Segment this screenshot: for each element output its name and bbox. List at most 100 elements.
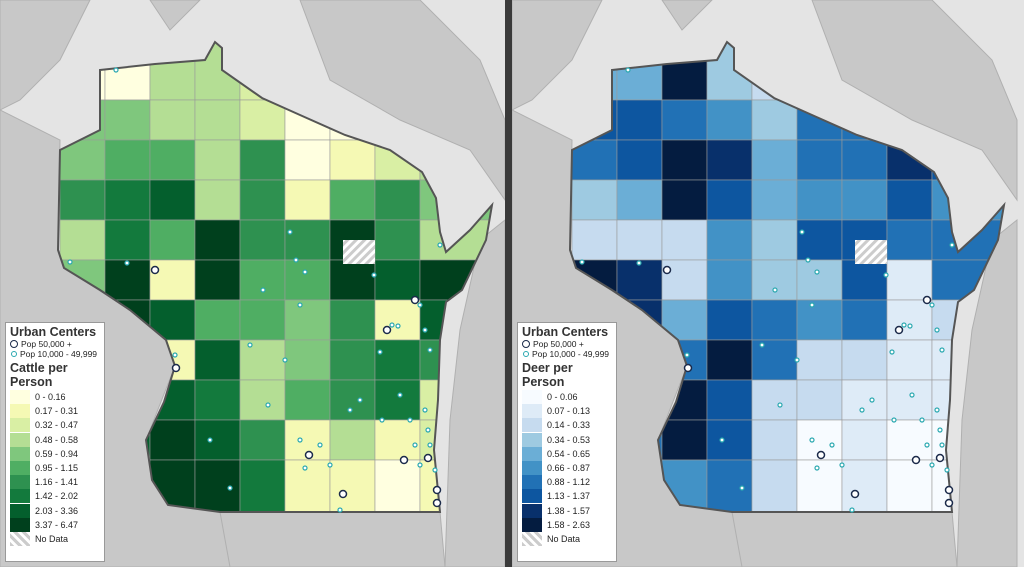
county <box>329 139 376 181</box>
legend-class: 0.14 - 0.33 <box>522 418 612 433</box>
county <box>194 259 241 301</box>
small-city-marker <box>901 322 907 328</box>
small-city-marker <box>417 302 423 308</box>
legend-swatch <box>10 432 30 447</box>
large-city-marker <box>304 450 314 460</box>
small-city-marker <box>839 462 845 468</box>
county <box>284 179 331 221</box>
county <box>374 459 421 512</box>
small-city-marker <box>207 437 213 443</box>
legend-class: 1.13 - 1.37 <box>522 489 612 504</box>
legend-class-label: 1.16 - 1.41 <box>35 477 79 488</box>
large-city-marker <box>150 265 160 275</box>
small-city-marker <box>909 392 915 398</box>
small-city-marker <box>719 437 725 443</box>
small-city-marker <box>805 257 811 263</box>
small-city-marker <box>422 327 428 333</box>
county <box>616 99 663 141</box>
legend-class: 0.59 - 0.94 <box>10 446 100 461</box>
small-city-marker <box>425 427 431 433</box>
legend-swatch <box>10 503 30 518</box>
county <box>796 299 843 341</box>
small-city-marker <box>327 462 333 468</box>
large-city-marker <box>944 485 954 495</box>
legend-class: 0 - 0.06 <box>522 390 612 405</box>
legend-class-label: 0.88 - 1.12 <box>547 477 591 488</box>
large-city-marker <box>432 485 442 495</box>
county <box>239 299 286 341</box>
county <box>751 179 798 221</box>
legend-class-label: 1.58 - 2.63 <box>547 519 591 530</box>
county <box>194 339 241 381</box>
small-city-marker <box>891 417 897 423</box>
legend-title: Deer per Person <box>522 361 573 389</box>
legend-pop-large: Pop 50,000 + <box>10 339 100 349</box>
legend-class: 0.95 - 1.15 <box>10 461 100 476</box>
county <box>886 219 933 261</box>
county <box>329 379 376 421</box>
small-city-marker <box>67 259 73 265</box>
large-city-marker <box>894 325 904 335</box>
county <box>841 179 888 221</box>
county <box>149 259 196 301</box>
county <box>239 219 286 261</box>
legend-swatch <box>522 404 542 419</box>
state-outline <box>568 40 1006 513</box>
county <box>661 139 708 181</box>
county <box>616 259 663 301</box>
small-city-marker <box>395 323 401 329</box>
county <box>149 99 196 141</box>
small-city-marker <box>265 402 271 408</box>
urban-centers-title: Urban Centers <box>522 325 609 339</box>
county <box>374 419 421 461</box>
county <box>751 339 798 381</box>
small-city-marker <box>949 242 955 248</box>
legend-class: 2.03 - 3.36 <box>10 503 100 518</box>
county <box>706 379 753 421</box>
county <box>841 459 888 512</box>
small-city-marker <box>869 397 875 403</box>
small-city-marker <box>944 467 950 473</box>
small-city-marker <box>939 347 945 353</box>
legend-swatch <box>10 461 30 476</box>
county <box>841 139 888 181</box>
small-city-marker <box>124 260 130 266</box>
legend-swatch <box>522 503 542 518</box>
small-city-marker <box>907 323 913 329</box>
no-data-swatch <box>522 531 542 546</box>
legend-class-label: 0.07 - 0.13 <box>547 406 591 417</box>
small-city-marker <box>934 327 940 333</box>
small-city-marker <box>759 342 765 348</box>
county <box>194 99 241 141</box>
legend-swatch <box>522 390 542 405</box>
small-city-marker <box>371 272 377 278</box>
county <box>886 419 933 461</box>
legend-class: 0.32 - 0.47 <box>10 418 100 433</box>
county <box>706 179 753 221</box>
cattle-map <box>0 0 505 567</box>
county <box>706 419 753 461</box>
legend-class-label: 0.32 - 0.47 <box>35 420 79 431</box>
legend-class-label: 0 - 0.16 <box>35 392 66 403</box>
legend-class-label: 1.38 - 1.57 <box>547 505 591 516</box>
small-city-marker <box>337 507 343 513</box>
large-city-marker <box>816 450 826 460</box>
county <box>149 419 196 461</box>
county <box>284 299 331 341</box>
small-city-marker <box>883 272 889 278</box>
small-city-marker <box>347 407 353 413</box>
large-city-marker <box>662 265 672 275</box>
small-city-marker <box>357 397 363 403</box>
county <box>886 179 933 221</box>
county <box>751 459 798 512</box>
county <box>239 379 286 421</box>
legend-class-label: 0 - 0.06 <box>547 392 578 403</box>
county <box>661 219 708 261</box>
county <box>751 219 798 261</box>
large-city-marker <box>922 295 932 305</box>
county <box>374 219 421 261</box>
small-city-marker <box>377 349 383 355</box>
large-city-marker <box>911 455 921 465</box>
county <box>841 339 888 381</box>
legend-class-label: 3.37 - 6.47 <box>35 519 79 530</box>
